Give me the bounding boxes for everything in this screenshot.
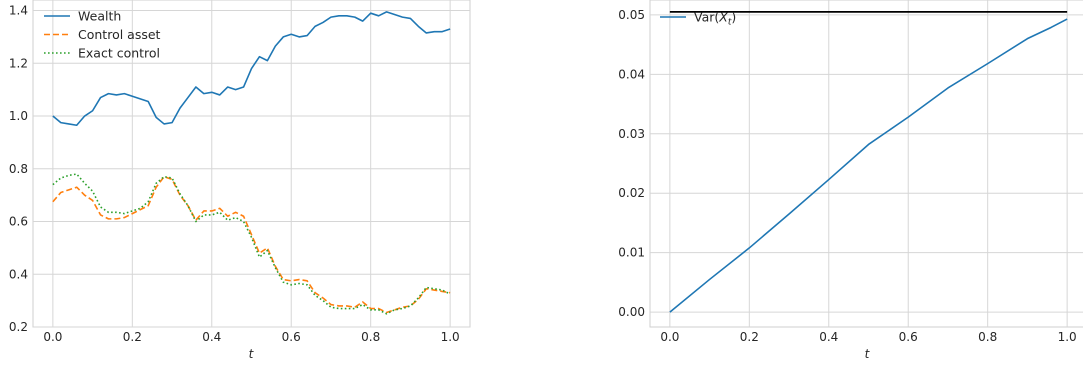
legend-label-control-asset: Control asset	[78, 27, 161, 42]
x-tick-label: 0.2	[123, 330, 142, 344]
wealth-control-chart: 0.0 0.2 0.4 0.6 0.8 1.00.20.40.60.81.01.21.4 …	[9, 0, 471, 361]
legend: Wealth Control asset Exact control	[44, 9, 161, 61]
y-tick-label: 0.2	[9, 320, 28, 334]
series-line-control-asset	[52, 175, 451, 314]
legend-label-variance: Var(Xt)	[694, 10, 736, 28]
tick-labels: 0.0 0.2 0.4 0.6 0.8 1.0 0.00 0.01 0.02 0.03 0.04 0.…	[618, 8, 1076, 344]
variance-chart: 0.0 0.2 0.4 0.6 0.8 1.0 0.00 0.01 0.02 0.03 0.04 0.…	[618, 0, 1083, 361]
x-tick-label: 0.6	[899, 330, 918, 344]
y-tick-label: 0.03	[618, 127, 645, 141]
gridlines	[650, 0, 1083, 327]
y-tick-label: 1.4	[9, 4, 28, 18]
y-tick-label: 0.4	[9, 267, 28, 281]
x-axis-label: t	[249, 347, 255, 361]
series-line-var-x-t	[669, 18, 1068, 313]
tick-labels: 0.0 0.2 0.4 0.6 0.8 1.0 0.2 0.4 0.6 0.8 1.0 1.2 1.4	[9, 4, 460, 344]
x-tick-label: 0.4	[202, 330, 221, 344]
x-tick-label: 1.0	[441, 330, 460, 344]
y-tick-label: 0.6	[9, 215, 28, 229]
x-axis-label: t	[865, 347, 871, 361]
series-lines	[669, 10, 1068, 313]
x-tick-label: 1.0	[1058, 330, 1077, 344]
legend-label-wealth: Wealth	[78, 9, 121, 24]
x-tick-label: 0.0	[43, 330, 62, 344]
y-tick-label: 0.04	[618, 67, 645, 81]
y-tick-label: 0.00	[618, 305, 645, 319]
y-tick-label: 0.8	[9, 162, 28, 176]
y-tick-label: 1.0	[9, 109, 28, 123]
x-tick-label: 0.4	[819, 330, 838, 344]
legend: Var(Xt)	[660, 10, 736, 28]
gridlines	[33, 0, 470, 328]
x-tick-label: 0.0	[660, 330, 679, 344]
series-lines	[52, 11, 451, 315]
y-tick-label: 0.02	[618, 186, 645, 200]
y-tick-label: 0.01	[618, 246, 645, 260]
legend-label-exact-control: Exact control	[78, 46, 160, 61]
y-tick-label: 1.2	[9, 56, 28, 70]
series-line-wealth	[52, 11, 451, 127]
plot-frame	[649, 0, 1083, 328]
x-tick-label: 0.8	[361, 330, 380, 344]
x-tick-label: 0.6	[282, 330, 301, 344]
x-tick-label: 0.8	[978, 330, 997, 344]
x-tick-label: 0.2	[740, 330, 759, 344]
y-tick-label: 0.05	[618, 8, 645, 22]
series-line-exact-control	[52, 173, 451, 315]
